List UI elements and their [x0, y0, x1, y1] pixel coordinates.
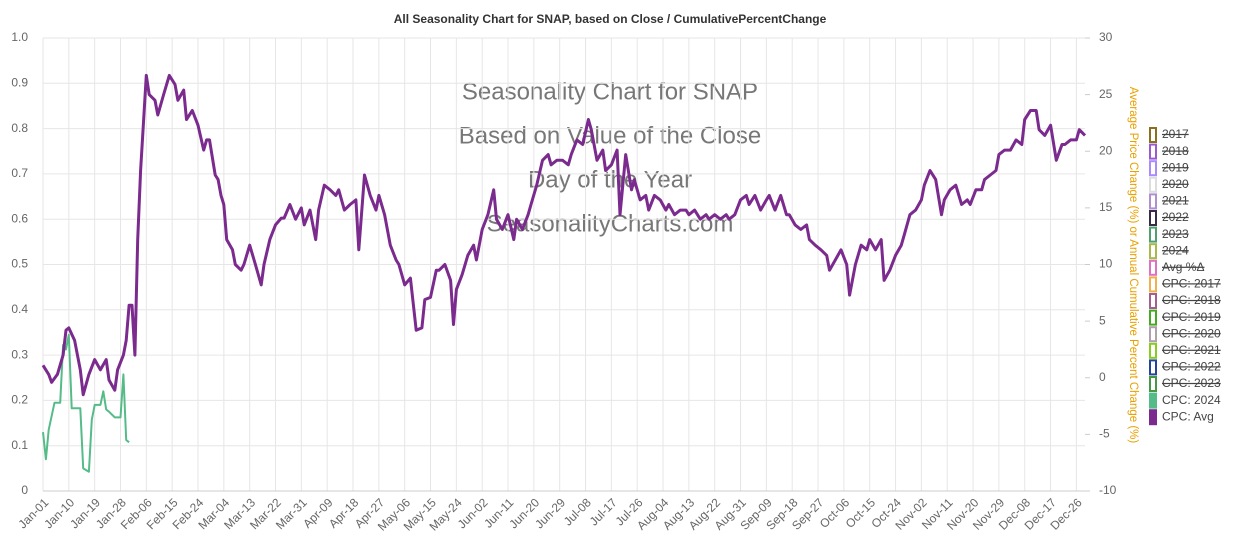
- legend-item[interactable]: 2024: [1149, 243, 1189, 260]
- legend-swatch: [1149, 259, 1157, 276]
- legend-swatch: [1149, 309, 1157, 326]
- legend-label: 2021: [1162, 194, 1189, 208]
- legend-swatch: [1149, 143, 1157, 160]
- series-line: [41, 73, 1087, 397]
- x-tick-label: Jun-29: [532, 495, 568, 531]
- legend-item[interactable]: 2021: [1149, 193, 1189, 210]
- legend-item[interactable]: CPC: 2021: [1149, 342, 1221, 359]
- legend-label: 2023: [1162, 227, 1189, 241]
- y-tick-label: 0.5: [11, 257, 28, 271]
- watermark-text: Day of the Year: [528, 166, 692, 193]
- legend-swatch: [1149, 243, 1157, 260]
- legend-swatch: [1149, 210, 1157, 226]
- watermark-text: Based on Value of the Close: [459, 122, 761, 149]
- y-tick-label: 0: [21, 483, 28, 497]
- legend-label: 2024: [1162, 243, 1189, 257]
- legend-swatch: [1149, 342, 1157, 359]
- legend-swatch: [1149, 276, 1157, 293]
- legend-item[interactable]: CPC: 2019: [1149, 309, 1221, 326]
- y2-tick-label: 0: [1099, 370, 1106, 384]
- legend-swatch: [1149, 193, 1157, 210]
- legend-label: CPC: 2019: [1162, 310, 1221, 324]
- legend-item[interactable]: CPC: 2022: [1149, 359, 1221, 376]
- y-tick-label: 0.6: [11, 211, 28, 225]
- y-tick-label: 0.4: [11, 302, 28, 316]
- legend-label: CPC: 2024: [1162, 393, 1221, 407]
- legend-label: Avg %Δ: [1162, 260, 1204, 274]
- x-tick-label: Jul-17: [587, 495, 620, 528]
- y-tick-label: 0.3: [11, 347, 28, 361]
- y2-tick-label: 5: [1099, 313, 1106, 327]
- watermark-text: Seasonality Chart for SNAP: [462, 78, 758, 105]
- y-tick-label: 0.8: [11, 121, 28, 135]
- legend-label: CPC: 2018: [1162, 293, 1221, 307]
- legend-swatch: [1149, 326, 1157, 343]
- y-tick-label: 0.9: [11, 75, 28, 89]
- y2-tick-label: 25: [1099, 87, 1113, 101]
- legend-swatch: [1149, 392, 1157, 409]
- y2-tick-label: 30: [1099, 30, 1113, 44]
- legend-swatch: [1149, 293, 1157, 309]
- legend-item[interactable]: CPC: 2018: [1149, 293, 1221, 309]
- legend-label: 2020: [1162, 177, 1189, 191]
- legend-item[interactable]: 2020: [1149, 176, 1189, 193]
- legend-label: CPC: 2022: [1162, 360, 1221, 374]
- legend-label: 2018: [1162, 144, 1189, 158]
- y2-tick-label: 15: [1099, 200, 1113, 214]
- legend-label: CPC: 2021: [1162, 343, 1221, 357]
- legend-swatch: [1149, 127, 1157, 143]
- y-tick-label: 0.7: [11, 166, 28, 180]
- legend-item[interactable]: CPC: 2024: [1149, 392, 1221, 409]
- legend-label: CPC: 2023: [1162, 376, 1221, 390]
- legend-swatch: [1149, 160, 1157, 177]
- legend-label: CPC: 2020: [1162, 326, 1221, 340]
- legend-item[interactable]: 2022: [1149, 210, 1189, 226]
- y2-tick-label: -5: [1099, 427, 1110, 441]
- y2-tick-label: -10: [1099, 483, 1117, 497]
- legend-swatch: [1149, 176, 1157, 193]
- chart-title: All Seasonality Chart for SNAP, based on…: [394, 12, 827, 26]
- x-tick-label: Jul-08: [561, 495, 594, 528]
- legend-item[interactable]: Avg %Δ: [1149, 259, 1204, 276]
- y-tick-label: 0.2: [11, 393, 28, 407]
- legend-item[interactable]: CPC: 2023: [1149, 376, 1221, 392]
- y2-tick-label: 20: [1099, 143, 1113, 157]
- legend-label: CPC: 2017: [1162, 277, 1221, 291]
- y-tick-label: 0.1: [11, 438, 28, 452]
- legend-label: CPC: Avg: [1162, 409, 1214, 423]
- legend-item[interactable]: CPC: 2020: [1149, 326, 1221, 343]
- legend-swatch: [1149, 359, 1157, 376]
- legend-item[interactable]: 2017: [1149, 127, 1189, 143]
- y2-tick-label: 10: [1099, 257, 1113, 271]
- legend-item[interactable]: CPC: Avg: [1149, 409, 1214, 426]
- y2-axis-label: Average Price Change (%) or Annual Cumul…: [1127, 87, 1139, 444]
- legend-label: 2022: [1162, 210, 1189, 224]
- series-line: [42, 333, 130, 473]
- legend-item[interactable]: CPC: 2017: [1149, 276, 1221, 293]
- legend-item[interactable]: 2018: [1149, 143, 1189, 160]
- legend-label: 2017: [1162, 127, 1189, 141]
- legend-label: 2019: [1162, 160, 1189, 174]
- y-tick-label: 1.0: [11, 30, 28, 44]
- legend-swatch: [1149, 376, 1157, 392]
- legend-item[interactable]: 2019: [1149, 160, 1189, 177]
- legend-swatch: [1149, 226, 1157, 243]
- legend-swatch: [1149, 409, 1157, 426]
- legend-item[interactable]: 2023: [1149, 226, 1189, 243]
